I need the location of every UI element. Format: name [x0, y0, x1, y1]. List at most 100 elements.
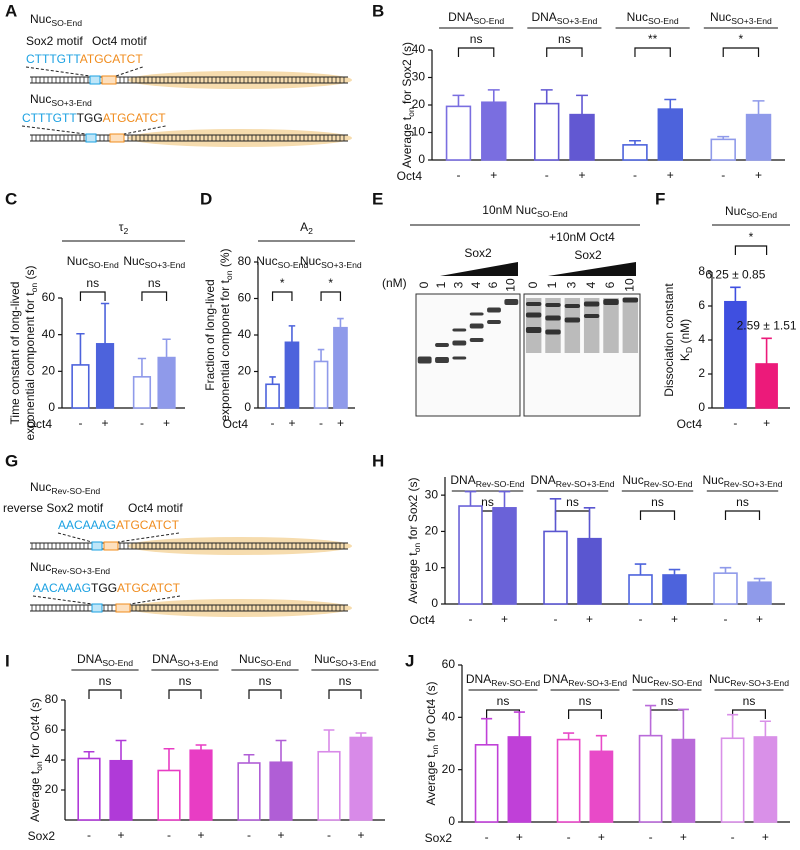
- error-bar: [76, 332, 85, 365]
- x-tick-label: -: [271, 416, 275, 430]
- error-bar: [355, 732, 367, 738]
- y-tick-label: 0: [48, 400, 55, 414]
- bar: [265, 383, 280, 409]
- y-tick-label: 20: [42, 364, 56, 378]
- panel-title: A2: [300, 220, 313, 236]
- significance: ns: [259, 674, 272, 688]
- bar: [720, 737, 745, 823]
- bar: [474, 744, 499, 823]
- y-tick-label: 60: [45, 722, 59, 736]
- error-bar: [498, 490, 511, 508]
- bar: [657, 108, 683, 161]
- group-label: NucSO+3-End: [314, 652, 376, 668]
- x-tick-label: +: [671, 612, 678, 626]
- significance-bracket: [88, 689, 122, 699]
- gel: [523, 293, 641, 417]
- sequence-part: AACAAAG: [58, 518, 116, 532]
- significance: **: [648, 32, 658, 46]
- panel-label: J: [405, 651, 414, 670]
- y-tick-label: 80: [238, 254, 252, 268]
- subscript: SO+3-End: [145, 260, 186, 270]
- lane-label: 10: [623, 278, 637, 292]
- significance: ns: [743, 694, 756, 708]
- subscript: SO+3-End: [335, 658, 376, 668]
- bar: [157, 769, 181, 821]
- error-bar: [513, 711, 525, 737]
- bar: [77, 757, 101, 821]
- text-part: (nM): [678, 319, 692, 347]
- subscript: Rev-SO-End: [644, 479, 693, 489]
- sequence: AACAAAGTGGATGCATCT: [33, 581, 181, 595]
- group-label: DNASO-End: [77, 652, 133, 668]
- group-label: DNARev-SO+3-End: [543, 672, 627, 688]
- sequence-part: CTTTGTT: [22, 111, 77, 125]
- y-tick-label: 40: [45, 752, 59, 766]
- gel-band: [545, 329, 561, 335]
- wedge: [440, 262, 518, 276]
- bar: [710, 138, 736, 161]
- significance: *: [328, 276, 333, 290]
- x-tick-label: +: [277, 828, 284, 842]
- text-part: K: [678, 353, 692, 361]
- subscript: 2: [123, 226, 128, 236]
- y-tick-label: 60: [42, 290, 56, 304]
- significance: *: [280, 276, 285, 290]
- significance-bracket: [650, 709, 684, 719]
- y-tick-label: 10: [425, 560, 439, 574]
- text-part: Nuc: [256, 254, 277, 268]
- lane-label: 1: [545, 281, 559, 288]
- y-tick-label: 40: [412, 42, 426, 56]
- text-part: for Sox2 (s): [406, 477, 420, 542]
- subscript: SO-End: [648, 16, 679, 26]
- x-tick-label: +: [762, 830, 769, 844]
- significance-bracket: [546, 47, 583, 57]
- y-tick-label: 0: [418, 152, 425, 166]
- sequence-part: CTTTGTT: [26, 52, 81, 66]
- error-bar: [323, 729, 335, 752]
- y-axis-label: exponential component for ton (s): [23, 265, 39, 440]
- motif-label: Oct4 motif: [128, 501, 183, 515]
- group-label: NucRev-SO-End: [632, 672, 702, 688]
- construct-name: NucRev-SO-End: [30, 480, 100, 496]
- subscript: SO+3-End: [177, 658, 218, 668]
- text-part: for Sox2 (s): [400, 42, 414, 107]
- text-part: DNA: [448, 10, 473, 24]
- subscript: on: [29, 283, 39, 293]
- oct4-site: [109, 133, 125, 143]
- subscript: SO+3-End: [731, 16, 772, 26]
- bar: [237, 762, 261, 821]
- error-bar: [162, 338, 171, 358]
- motif-label: Sox2 motif: [26, 34, 83, 48]
- group-label: NucSO+3-End: [300, 254, 362, 270]
- error-bar: [576, 94, 588, 115]
- panel-title: NucSO-End: [725, 204, 777, 220]
- gel-band: [545, 303, 561, 307]
- y-axis-label: Fraction of long-lived: [203, 279, 217, 390]
- group-label: DNASO+3-End: [531, 10, 597, 26]
- significance: ns: [481, 495, 494, 509]
- significance: *: [739, 32, 744, 46]
- unit-label: (nM): [382, 276, 407, 290]
- gel-title: 10nM NucSO-End: [482, 203, 568, 219]
- significance: ns: [99, 674, 112, 688]
- x-tick-label: +: [357, 828, 364, 842]
- gel-band: [583, 301, 600, 307]
- significance-bracket: [168, 689, 202, 699]
- text-part: DNA: [530, 473, 555, 487]
- sequence-part: ATGCATCT: [117, 581, 181, 595]
- text-part: Nuc: [627, 10, 648, 24]
- group-label: NucSO-End: [627, 10, 679, 26]
- y-axis-label: KD (nM): [678, 319, 694, 361]
- text-part: A: [300, 220, 308, 234]
- row-label: Oct4: [397, 169, 423, 183]
- text-part: Nuc: [67, 254, 88, 268]
- error-bar: [645, 704, 657, 736]
- error-bar: [752, 100, 765, 115]
- error-bar: [759, 720, 771, 737]
- pointer: [25, 66, 91, 77]
- error-bar: [753, 577, 766, 583]
- y-axis-label: Dissociation constant: [662, 283, 676, 397]
- significance-bracket: [568, 709, 602, 719]
- significance: ns: [558, 32, 571, 46]
